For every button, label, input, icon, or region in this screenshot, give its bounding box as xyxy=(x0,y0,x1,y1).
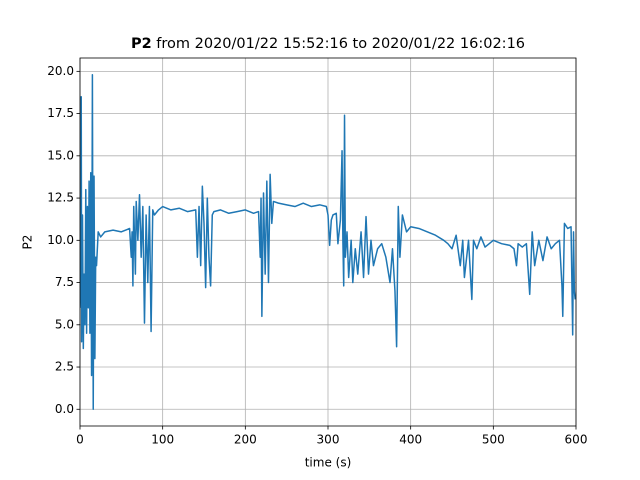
y-tick-label: 0.0 xyxy=(55,402,74,416)
chart-title: P2 from 2020/01/22 15:52:16 to 2020/01/2… xyxy=(131,36,525,52)
title-bold: P2 xyxy=(131,36,152,52)
x-tick-label: 400 xyxy=(399,433,422,447)
x-tick-label: 100 xyxy=(151,433,174,447)
y-tick-label: 15.0 xyxy=(47,148,74,162)
title-rest: from 2020/01/22 15:52:16 to 2020/01/22 1… xyxy=(156,36,525,52)
x-tick-label: 300 xyxy=(317,433,340,447)
axes-frame xyxy=(79,57,577,427)
x-tick-label: 0 xyxy=(76,433,84,447)
y-tick-label: 17.5 xyxy=(47,106,74,120)
x-axis-label: time (s) xyxy=(305,456,352,470)
plot-area xyxy=(80,73,576,411)
line-series xyxy=(80,73,576,411)
y-tick-label: 12.5 xyxy=(47,191,74,205)
y-tick-label: 7.5 xyxy=(55,275,74,289)
y-axis-label: P2 xyxy=(21,235,35,250)
x-tick-label: 200 xyxy=(234,433,257,447)
x-tick-label: 600 xyxy=(565,433,588,447)
y-tick-label: 20.0 xyxy=(47,64,74,78)
y-tick-label: 2.5 xyxy=(55,360,74,374)
y-tick-label: 10.0 xyxy=(47,233,74,247)
y-tick-label: 5.0 xyxy=(55,317,74,331)
x-tick-label: 500 xyxy=(482,433,505,447)
